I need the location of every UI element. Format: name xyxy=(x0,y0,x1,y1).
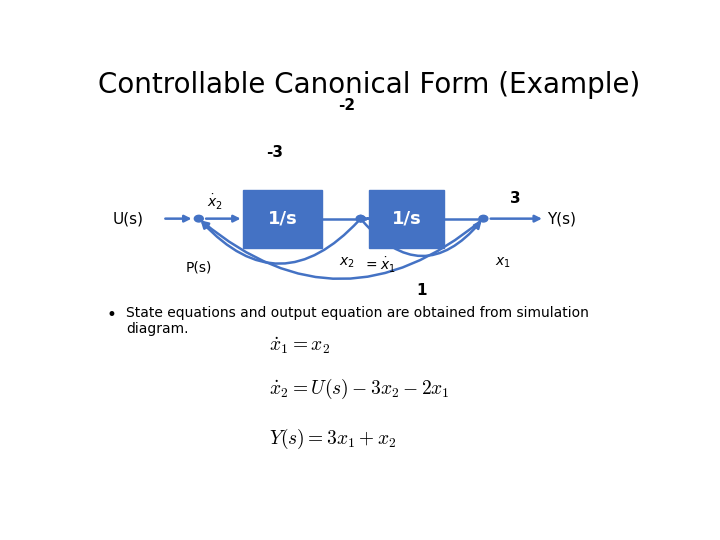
Text: $x_1$: $x_1$ xyxy=(495,256,510,271)
Text: 1/s: 1/s xyxy=(268,210,297,228)
Circle shape xyxy=(479,215,488,222)
Text: Controllable Canonical Form (Example): Controllable Canonical Form (Example) xyxy=(98,71,640,99)
Circle shape xyxy=(356,215,365,222)
Text: 3: 3 xyxy=(510,191,521,206)
Text: $\dot{x}_1 = x_2$: $\dot{x}_1 = x_2$ xyxy=(269,335,330,356)
Text: 1: 1 xyxy=(417,283,427,298)
FancyBboxPatch shape xyxy=(243,190,322,248)
Text: -2: -2 xyxy=(338,98,355,113)
Text: $Y(s) = 3x_1 + x_2$: $Y(s) = 3x_1 + x_2$ xyxy=(269,427,396,451)
Text: P(s): P(s) xyxy=(186,260,212,274)
Text: •: • xyxy=(107,306,117,324)
Circle shape xyxy=(194,215,203,222)
Text: 1/s: 1/s xyxy=(392,210,421,228)
Text: $x_2$: $x_2$ xyxy=(339,256,355,271)
Text: U(s): U(s) xyxy=(112,211,143,226)
Text: $\dot{x}_2$: $\dot{x}_2$ xyxy=(207,193,223,212)
Text: $=\dot{x}_1$: $=\dot{x}_1$ xyxy=(364,256,396,275)
Text: -3: -3 xyxy=(266,145,283,160)
Text: $\dot{x}_2 = U(s) - 3x_2 - 2x_1$: $\dot{x}_2 = U(s) - 3x_2 - 2x_1$ xyxy=(269,377,449,401)
Text: State equations and output equation are obtained from simulation
diagram.: State equations and output equation are … xyxy=(126,306,589,336)
FancyBboxPatch shape xyxy=(369,190,444,248)
Text: Y(s): Y(s) xyxy=(547,211,577,226)
